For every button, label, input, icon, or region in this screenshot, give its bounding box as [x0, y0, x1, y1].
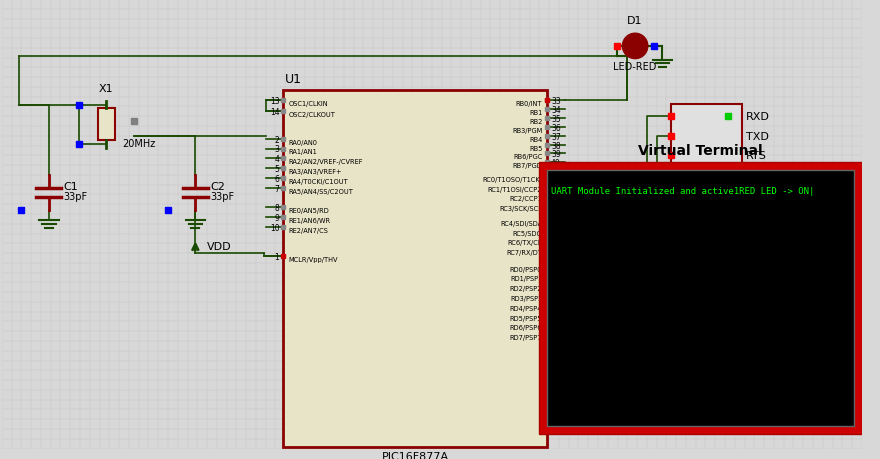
Text: 25: 25	[551, 236, 561, 245]
Text: 36: 36	[551, 123, 561, 133]
Text: RB2: RB2	[529, 119, 542, 125]
Text: 33pF: 33pF	[210, 192, 234, 202]
Text: 30: 30	[551, 330, 561, 339]
Text: RA3/AN3/VREF+: RA3/AN3/VREF+	[288, 168, 341, 174]
Text: 14: 14	[270, 108, 279, 117]
Text: RD3/PSP3: RD3/PSP3	[510, 296, 542, 302]
Text: 26: 26	[551, 246, 561, 255]
Text: RC0/T1OSO/T1CKI: RC0/T1OSO/T1CKI	[483, 176, 542, 182]
Text: 21: 21	[551, 282, 561, 291]
Text: RA5/AN4/SS/C2OUT: RA5/AN4/SS/C2OUT	[288, 188, 353, 194]
Text: LED-RED: LED-RED	[613, 62, 656, 72]
Text: 37: 37	[551, 133, 561, 141]
Text: 38: 38	[551, 141, 561, 150]
Text: 40: 40	[551, 159, 561, 168]
Text: 20MHz: 20MHz	[122, 138, 155, 148]
Bar	[547, 171, 854, 426]
Text: 7: 7	[275, 184, 279, 193]
Text: RB6/PGC: RB6/PGC	[513, 154, 542, 160]
Text: 24: 24	[551, 226, 561, 235]
Text: RC6/TX/CK: RC6/TX/CK	[507, 240, 542, 246]
Text: RA0/AN0: RA0/AN0	[288, 140, 317, 146]
Text: RD2/PSP2: RD2/PSP2	[510, 285, 542, 291]
Text: RB4: RB4	[529, 136, 542, 142]
Text: 17: 17	[551, 192, 561, 201]
Text: RC7/RX/DT: RC7/RX/DT	[506, 250, 542, 256]
Text: RC4/SDI/SDA: RC4/SDI/SDA	[500, 220, 542, 226]
Text: C1: C1	[63, 181, 78, 191]
Text: TXD: TXD	[745, 132, 768, 141]
Text: RTS: RTS	[745, 151, 766, 161]
Text: RC3/SCK/SCL: RC3/SCK/SCL	[499, 206, 542, 212]
Text: 23: 23	[551, 216, 561, 225]
Text: Virtual Terminal: Virtual Terminal	[638, 144, 763, 158]
Text: 33pF: 33pF	[63, 192, 87, 202]
Text: 16: 16	[551, 182, 561, 191]
Text: 15: 15	[551, 173, 561, 181]
Text: RC5/SDO: RC5/SDO	[512, 230, 542, 236]
Text: RD7/PSP7: RD7/PSP7	[510, 335, 542, 341]
Text: 39: 39	[551, 150, 561, 159]
Bar	[539, 163, 862, 434]
Text: 10: 10	[270, 223, 279, 232]
Text: RB7/PGD: RB7/PGD	[512, 163, 542, 169]
Bar	[671, 104, 742, 165]
Text: RB1: RB1	[529, 110, 542, 116]
Text: 5: 5	[275, 165, 279, 174]
Text: 27: 27	[551, 301, 561, 310]
Text: 6: 6	[275, 174, 279, 183]
Circle shape	[622, 34, 648, 60]
Text: UART Module Initialized and active1RED LED -> ON|: UART Module Initialized and active1RED L…	[551, 186, 815, 195]
Text: 8: 8	[275, 204, 279, 213]
Text: RA4/T0CKI/C1OUT: RA4/T0CKI/C1OUT	[288, 179, 348, 185]
Text: 35: 35	[551, 115, 561, 124]
Text: RD6/PSP6: RD6/PSP6	[510, 325, 542, 330]
Text: RD1/PSP1: RD1/PSP1	[510, 276, 542, 282]
Text: RB3/PGM: RB3/PGM	[512, 128, 542, 134]
Text: 33: 33	[551, 96, 561, 106]
Text: 13: 13	[270, 96, 279, 106]
Text: 28: 28	[551, 311, 561, 320]
Text: RB5: RB5	[529, 145, 542, 151]
Text: RD4/PSP4: RD4/PSP4	[510, 305, 542, 311]
Text: 22: 22	[551, 291, 561, 300]
Text: D1: D1	[627, 17, 643, 26]
Text: 34: 34	[551, 106, 561, 115]
Text: PIC16F877A: PIC16F877A	[382, 451, 449, 459]
Text: C2: C2	[210, 181, 225, 191]
Text: RE1/AN6/WR: RE1/AN6/WR	[288, 218, 330, 224]
Text: RC2/CCP1: RC2/CCP1	[510, 196, 542, 202]
Text: 2: 2	[275, 135, 279, 145]
Text: RD0/PSP0: RD0/PSP0	[510, 266, 542, 272]
Text: 9: 9	[275, 213, 279, 222]
Text: 20: 20	[551, 272, 561, 281]
Text: 1: 1	[275, 252, 279, 261]
Text: OSC1/CLKIN: OSC1/CLKIN	[288, 101, 328, 106]
Text: MCLR/Vpp/THV: MCLR/Vpp/THV	[288, 257, 338, 263]
Text: OSC2/CLKOUT: OSC2/CLKOUT	[288, 112, 335, 118]
Text: 3: 3	[275, 145, 279, 154]
Bar	[283, 91, 547, 447]
Text: 18: 18	[551, 202, 561, 211]
Text: 29: 29	[551, 321, 561, 330]
Text: X1: X1	[99, 84, 114, 94]
Text: RE2/AN7/CS: RE2/AN7/CS	[288, 227, 328, 233]
Text: RA1/AN1: RA1/AN1	[288, 149, 317, 155]
Text: RA2/AN2/VREF-/CVREF: RA2/AN2/VREF-/CVREF	[288, 159, 363, 165]
Text: RC1/T1OSI/CCP2: RC1/T1OSI/CCP2	[488, 186, 542, 192]
Text: RB0/INT: RB0/INT	[516, 101, 542, 106]
Text: 4: 4	[275, 155, 279, 164]
Text: RXD: RXD	[745, 112, 769, 122]
Text: VDD: VDD	[207, 241, 231, 252]
Bar	[98, 109, 115, 140]
Text: 19: 19	[551, 262, 561, 271]
Text: RE0/AN5/RD: RE0/AN5/RD	[288, 207, 329, 213]
Text: U1: U1	[285, 73, 302, 86]
Text: RD5/PSP5: RD5/PSP5	[510, 315, 542, 321]
